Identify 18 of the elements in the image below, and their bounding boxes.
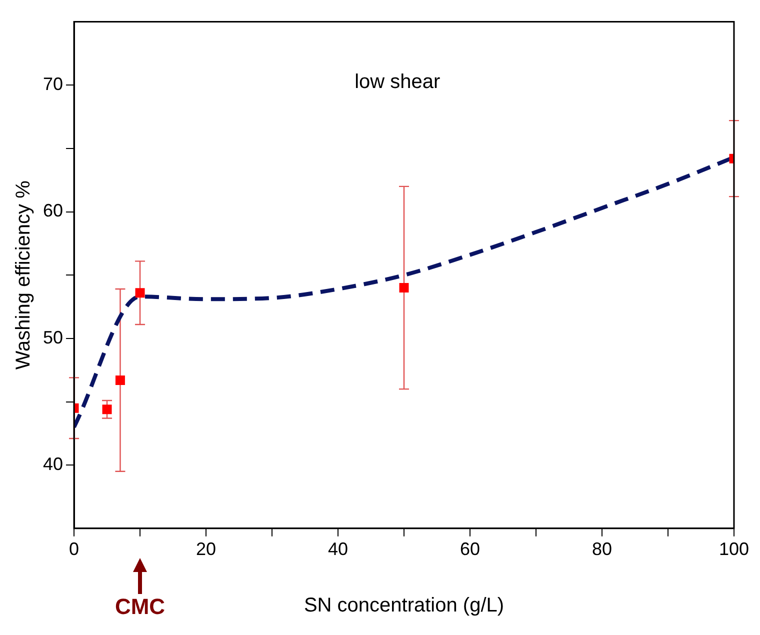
- point: [135, 288, 145, 298]
- x-tick-label: 60: [460, 539, 480, 560]
- x-tick-label: 20: [196, 539, 216, 560]
- y-tick-label: 70: [42, 74, 64, 94]
- y-tick-label: 60: [42, 200, 64, 221]
- x-axis-title: SN concentration (g/L): [304, 594, 504, 617]
- annotation: low shear: [354, 71, 441, 94]
- x-tick-label: 40: [328, 539, 348, 560]
- point: [399, 283, 409, 293]
- y-tick-label: 50: [42, 327, 64, 348]
- x-tick-label: 100: [718, 539, 750, 560]
- y-axis-title: Washing efficiency %: [12, 180, 35, 370]
- y-tick-label: 40: [42, 454, 64, 474]
- point: [102, 404, 112, 414]
- x-tick-label: 80: [592, 539, 612, 560]
- point: [115, 375, 125, 385]
- x-tick-label: 0: [69, 539, 80, 560]
- text: CMC: [114, 594, 166, 620]
